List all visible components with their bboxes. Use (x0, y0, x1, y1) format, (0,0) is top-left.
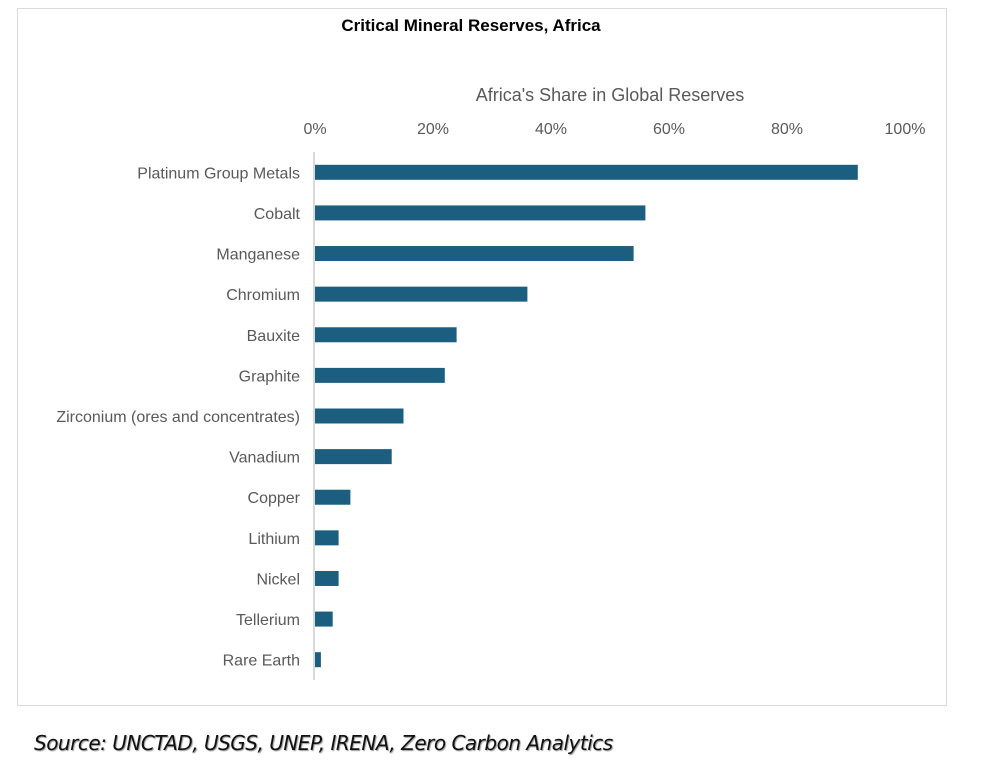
x-tick-label: 0% (303, 121, 326, 138)
category-label: Platinum Group Metals (137, 165, 300, 182)
bar (315, 408, 404, 424)
bar (315, 570, 339, 586)
category-label: Lithium (248, 531, 300, 548)
category-label: Rare Earth (223, 653, 300, 670)
category-label: Bauxite (247, 328, 300, 345)
bar (315, 652, 321, 668)
category-label: Manganese (216, 247, 300, 264)
category-label: Copper (248, 490, 301, 507)
bar (315, 164, 858, 180)
chart-title: Critical Mineral Reserves, Africa (0, 16, 950, 36)
bars (315, 164, 858, 668)
x-tick-label: 100% (885, 121, 926, 138)
category-label: Vanadium (229, 450, 300, 467)
chart-title-text: Critical Mineral Reserves, Africa (341, 16, 601, 35)
bar (315, 286, 528, 302)
x-tick-label: 60% (653, 121, 685, 138)
x-tick-label: 80% (771, 121, 803, 138)
source-note: Source: UNCTAD, USGS, UNEP, IRENA, Zero … (34, 731, 613, 755)
chart-frame (17, 8, 947, 706)
bar (315, 449, 392, 465)
x-tick-label: 20% (417, 121, 449, 138)
category-label: Zirconium (ores and concentrates) (56, 409, 300, 426)
bar (315, 246, 634, 262)
category-label: Graphite (239, 368, 300, 385)
bar (315, 367, 445, 383)
bar (315, 327, 457, 343)
category-label: Nickel (256, 571, 300, 588)
bar (315, 530, 339, 546)
category-label: Tellerium (236, 612, 300, 629)
bar (315, 489, 351, 505)
category-label: Cobalt (254, 206, 301, 223)
x-axis-ticks: 0% 20% 40% 60% 80% 100% (303, 121, 925, 138)
bar (315, 611, 333, 627)
x-axis-title: Africa's Share in Global Reserves (475, 85, 745, 105)
x-tick-label: 40% (535, 121, 567, 138)
bar (315, 205, 646, 221)
category-labels: Platinum Group Metals Cobalt Manganese Chro… (56, 165, 300, 669)
category-label: Chromium (226, 287, 300, 304)
